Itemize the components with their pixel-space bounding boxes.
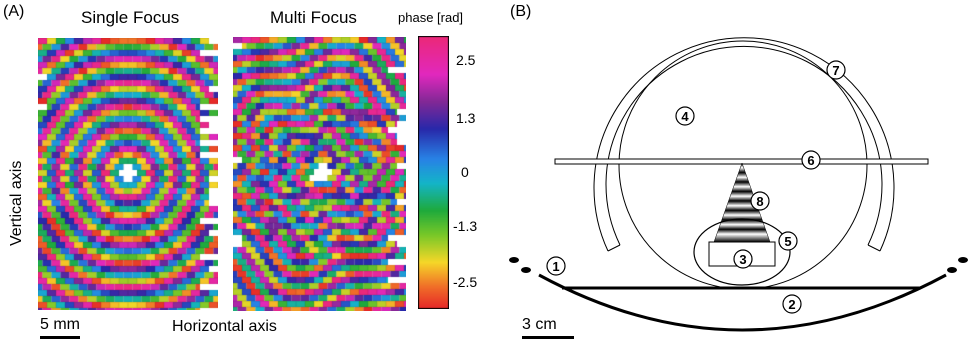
callout-7: 7 — [826, 60, 846, 80]
outer-arc-end — [607, 244, 621, 252]
scale-bar-label-b: 3 cm — [522, 316, 557, 333]
setup-diagram: 1 2 3 4 5 6 7 8 — [509, 37, 968, 332]
target-ellipse — [693, 218, 791, 286]
callout-6-label: 6 — [807, 153, 814, 168]
outer-arc-end — [867, 244, 881, 252]
multi-focus-phase-map — [233, 37, 406, 311]
callout-7-label: 7 — [832, 63, 839, 78]
callout-2: 2 — [782, 294, 802, 314]
phase-colorbar — [418, 36, 449, 309]
single-focus-phase-map — [38, 38, 218, 310]
colorbar-title: phase [rad] — [398, 10, 464, 25]
callout-4: 4 — [675, 106, 695, 126]
end-dot — [521, 267, 531, 273]
colorbar-tick: 2.5 — [456, 52, 476, 68]
single-focus-title: Single Focus — [81, 8, 180, 27]
callout-4-label: 4 — [681, 109, 689, 124]
horizontal-bar — [554, 158, 929, 165]
colorbar-tick: -2.5 — [453, 274, 478, 290]
colorbar-tick: 1.3 — [456, 110, 476, 126]
end-dot — [947, 267, 957, 273]
panel-b-label: (B) — [510, 3, 532, 20]
scale-bar-a — [40, 336, 80, 339]
callout-5: 5 — [778, 231, 798, 251]
scale-bar-label-a: 5 mm — [40, 316, 80, 333]
callout-8-label: 8 — [756, 194, 763, 209]
horizontal-axis-label: Horizontal axis — [172, 318, 277, 335]
scale-bar-b — [522, 336, 574, 339]
colorbar-tick: -1.3 — [453, 218, 478, 234]
colorbar-tick: 0 — [461, 164, 469, 180]
callout-8: 8 — [750, 191, 770, 211]
callout-5-label: 5 — [784, 234, 791, 249]
callout-3-label: 3 — [739, 252, 746, 267]
callout-1-label: 1 — [552, 259, 559, 274]
callout-3: 3 — [733, 249, 753, 269]
end-dot — [958, 257, 968, 263]
callout-6: 6 — [801, 150, 821, 170]
callout-2-label: 2 — [788, 297, 795, 312]
curved-bed — [538, 273, 947, 332]
panel-a-label: (A) — [3, 3, 25, 20]
end-dot — [509, 257, 519, 263]
multi-focus-title: Multi Focus — [270, 8, 357, 27]
callout-1: 1 — [546, 256, 566, 276]
vertical-axis-label: Vertical axis — [8, 160, 25, 246]
